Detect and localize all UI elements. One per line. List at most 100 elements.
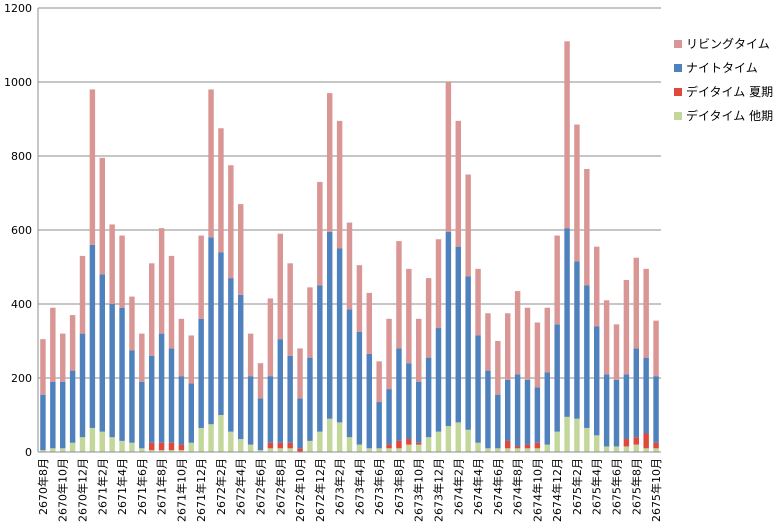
x-tick-label: 2671年4月: [115, 458, 129, 515]
bar-segment-series-1: [643, 433, 649, 449]
bar-segment-series-3: [149, 263, 155, 356]
x-tick-label: 2673年2月: [333, 458, 347, 515]
bar-segment-series-2: [89, 244, 96, 428]
x-tick-label: 2671年12月: [194, 458, 208, 522]
bar-segment-series-2: [99, 274, 105, 432]
x-tick-label: 2671年8月: [155, 458, 169, 515]
x-tick-label: 2674年6月: [491, 458, 505, 515]
x-tick-label: 2671年2月: [95, 458, 109, 515]
y-tick-label: 400: [11, 298, 32, 311]
bar-segment-series-3: [544, 307, 550, 373]
bar-segment-series-0: [406, 444, 412, 452]
bar-segment-series-0: [307, 440, 313, 452]
bar-segment-series-0: [633, 444, 639, 452]
bar-segment-series-1: [534, 442, 541, 449]
bar-segment-series-0: [178, 450, 185, 452]
bar-segment-series-0: [158, 450, 165, 452]
bar-segment-series-0: [218, 415, 224, 452]
bar-segment-series-3: [386, 318, 392, 390]
bar-segment-series-0: [524, 448, 531, 452]
bar-segment-series-3: [633, 257, 639, 349]
bar-segment-series-0: [544, 444, 550, 452]
bar-segment-series-1: [396, 440, 402, 449]
bar-segment-series-2: [475, 335, 481, 443]
bar-segment-series-3: [89, 89, 96, 245]
bar-segment-series-3: [109, 224, 115, 304]
legend-label: リビングタイム: [686, 37, 770, 51]
bar-segment-series-2: [247, 376, 254, 445]
bar-segment-series-0: [40, 450, 46, 452]
bar-segment-series-0: [277, 448, 283, 452]
x-tick-label: 2674年12月: [550, 458, 564, 522]
bar-segment-series-2: [228, 278, 234, 432]
bar-segment-series-0: [643, 448, 649, 452]
legend-swatch: [674, 40, 682, 48]
y-tick-label: 600: [11, 224, 32, 237]
bar-segment-series-0: [376, 448, 382, 452]
bar-segment-series-3: [188, 335, 194, 384]
legend-swatch: [674, 112, 682, 120]
bar-segment-series-2: [208, 237, 214, 425]
bar-segment-series-0: [584, 427, 590, 452]
x-tick-label: 2675年10月: [649, 458, 663, 522]
bar-segment-series-3: [514, 291, 521, 375]
legend-swatch: [674, 88, 682, 96]
bar-segment-series-3: [40, 339, 46, 395]
bar-segment-series-2: [60, 381, 66, 449]
bar-segment-series-3: [524, 307, 531, 380]
bar-segment-series-2: [376, 402, 382, 449]
bar-segment-series-3: [416, 318, 422, 382]
bar-segment-series-1: [623, 439, 630, 447]
bar-segment-series-3: [564, 41, 570, 229]
bar-segment-series-0: [168, 450, 175, 452]
bar-segment-series-3: [208, 89, 214, 238]
bar-segment-series-0: [505, 448, 511, 452]
y-tick-label: 1200: [4, 2, 32, 15]
x-tick-labels: 2670年8月 2670年10月 2670年12月 2671年2月 2671年4月 267…: [36, 458, 663, 522]
bar-segment-series-3: [366, 292, 372, 354]
bar-segment-series-3: [376, 361, 382, 403]
bar-segment-series-0: [594, 435, 600, 452]
bar-segment-series-2: [416, 381, 422, 443]
bar-segment-series-0: [356, 444, 363, 452]
bar-segment-series-0: [129, 442, 135, 452]
bar-segment-series-3: [198, 235, 204, 319]
bar-segment-series-2: [574, 261, 580, 419]
bar-segment-series-0: [149, 450, 155, 452]
bar-segment-series-1: [633, 437, 639, 445]
bar-segment-series-0: [465, 429, 471, 452]
bar-segment-series-2: [297, 398, 303, 449]
bar-segment-series-2: [238, 294, 244, 440]
bar-segment-series-2: [346, 309, 353, 438]
bar-segment-series-3: [228, 165, 234, 279]
bar-segment-series-2: [564, 228, 570, 417]
x-tick-label: 2675年6月: [610, 458, 624, 515]
bar-segment-series-3: [485, 313, 491, 371]
bar-segment-series-2: [168, 348, 175, 443]
bar-segment-series-2: [158, 333, 165, 443]
bar-segment-series-2: [139, 381, 145, 449]
bar-segment-series-2: [633, 348, 639, 438]
bar-segment-series-2: [534, 387, 541, 443]
bar-segment-series-0: [119, 440, 125, 452]
bar-segment-series-0: [198, 427, 204, 452]
bar-segment-series-2: [613, 379, 620, 447]
bar-segment-series-3: [168, 255, 175, 349]
bar-segment-series-0: [416, 444, 422, 452]
bar-segment-series-2: [198, 318, 204, 428]
bar-segment-series-2: [109, 304, 115, 438]
bar-segment-series-0: [257, 450, 264, 452]
bar-segment-series-3: [178, 318, 185, 377]
bar-segment-series-3: [287, 263, 293, 356]
bar-segment-series-0: [79, 437, 86, 452]
bar-segment-series-3: [396, 241, 402, 349]
bar-segment-series-2: [287, 355, 293, 443]
y-tick-label: 200: [11, 372, 32, 385]
x-tick-label: 2674年2月: [451, 458, 465, 515]
bar-segment-series-1: [406, 439, 412, 445]
bar-segment-series-0: [69, 442, 76, 452]
bar-segment-series-0: [603, 446, 610, 452]
bar-segment-series-3: [139, 333, 145, 382]
bar-segment-series-3: [60, 333, 66, 382]
